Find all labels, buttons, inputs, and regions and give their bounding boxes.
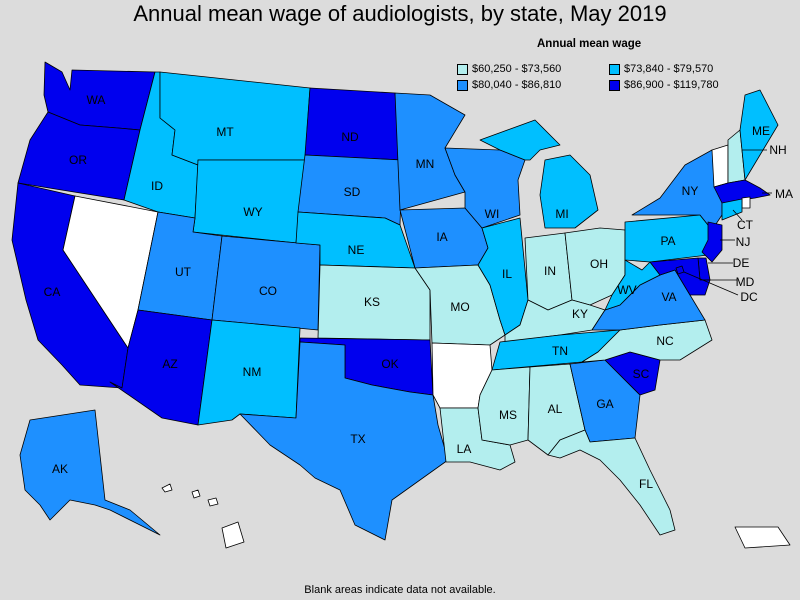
state-label-sc: SC [633,367,650,381]
state-co[interactable] [211,235,321,331]
state-label-dc: DC [740,290,758,304]
state-label-ct: CT [737,218,754,232]
state-label-mt: MT [216,125,234,139]
state-label-me: ME [752,124,770,138]
footnote: Blank areas indicate data not available. [304,584,496,596]
state-label-ca: CA [44,285,61,299]
state-label-az: AZ [162,357,177,371]
state-label-sd: SD [344,185,361,199]
state-label-ia: IA [436,230,447,244]
state-nc[interactable] [581,319,713,363]
legend-item: $80,040 - $86,810 [457,79,561,91]
state-vt[interactable] [711,144,729,188]
state-label-al: AL [548,402,563,416]
state-label-nj: NJ [736,235,751,249]
state-label-ga: GA [596,397,613,411]
state-label-wa: WA [87,93,106,107]
state-label-tx: TX [350,432,365,446]
legend-swatch-1 [609,63,620,75]
state-label-mn: MN [416,157,435,171]
legend-label: $73,840 - $79,570 [624,63,714,75]
state-label-fl: FL [639,477,653,491]
legend-label: $80,040 - $86,810 [472,79,562,91]
state-pr[interactable] [734,526,791,549]
legend-item: $60,250 - $73,560 [457,63,561,75]
legend-label: $86,900 - $119,780 [624,79,719,91]
legend-title: Annual mean wage [537,38,642,50]
state-label-md: MD [736,275,755,289]
state-label-nm: NM [243,365,262,379]
state-label-id: ID [151,179,163,193]
legend-item: $73,840 - $79,570 [609,63,713,75]
state-wy[interactable] [192,159,306,244]
state-label-oh: OH [590,257,608,271]
state-label-va: VA [661,290,676,304]
state-fl[interactable] [547,429,676,536]
state-label-ma: MA [775,187,793,201]
legend-swatch-2 [457,79,468,91]
legend: Annual mean wage $60,250 - $73,560 $73,8… [455,37,785,97]
state-label-ok: OK [381,357,398,371]
state-label-ks: KS [364,295,380,309]
legend-swatch-3 [609,79,620,91]
state-nd[interactable] [304,87,403,161]
legend-item: $86,900 - $119,780 [609,79,719,91]
state-label-ny: NY [682,184,699,198]
state-ri[interactable] [741,196,751,209]
state-label-wi: WI [485,207,500,221]
state-dc[interactable] [675,265,685,275]
legend-swatch-0 [457,63,468,75]
state-label-wv: WV [617,283,636,297]
state-mt[interactable] [159,71,311,166]
state-label-ut: UT [175,265,192,279]
state-label-or: OR [69,153,87,167]
state-label-nd: ND [341,130,359,144]
state-label-in: IN [544,264,556,278]
legend-label: $60,250 - $73,560 [472,63,562,75]
map-title: Annual mean wage of audiologists, by sta… [133,1,667,26]
state-label-tn: TN [552,344,568,358]
state-labels: WA OR CA ID MT WY UT AZ CO NM ND SD NE KS OK TX MN IA MO LA… [44,93,793,491]
state-ks[interactable] [317,264,431,341]
state-label-wy: WY [243,205,262,219]
state-label-de: DE [733,256,750,270]
state-label-il: IL [502,267,512,281]
state-label-co: CO [259,284,277,298]
state-hi[interactable] [161,483,245,549]
state-md[interactable] [649,257,711,296]
state-label-mi: MI [555,207,568,221]
state-ct[interactable] [721,198,743,221]
state-ak[interactable] [19,409,161,536]
state-mi[interactable] [479,119,599,229]
state-il[interactable] [477,217,529,336]
state-label-mo: MO [450,300,469,314]
state-label-ak: AK [52,462,68,476]
state-tx[interactable] [239,341,449,541]
state-label-nh: NH [769,143,786,157]
state-label-ms: MS [499,408,517,422]
state-nj[interactable] [701,221,723,263]
leader-line-ct [732,209,743,221]
state-label-ne: NE [348,243,365,257]
state-label-pa: PA [660,234,675,248]
state-label-la: LA [457,442,472,456]
leader-line-dc [683,271,739,296]
state-label-ky: KY [572,307,588,321]
state-label-nc: NC [656,334,674,348]
